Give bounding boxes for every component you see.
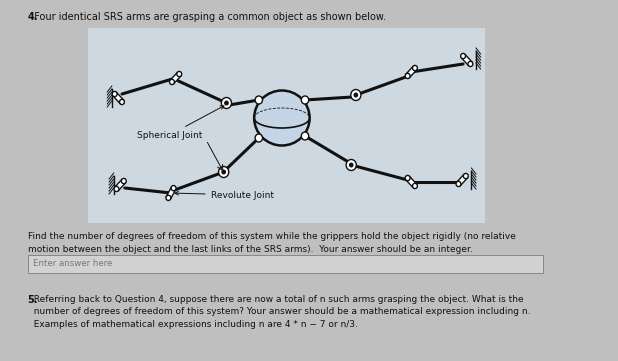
Circle shape: [460, 53, 465, 59]
Circle shape: [121, 178, 126, 184]
Circle shape: [354, 93, 358, 97]
Circle shape: [112, 91, 117, 97]
Circle shape: [302, 96, 309, 104]
Text: Find the number of degrees of freedom of this system while the grippers hold the: Find the number of degrees of freedom of…: [28, 232, 515, 253]
Text: Four identical SRS arms are grasping a common object as shown below.: Four identical SRS arms are grasping a c…: [28, 12, 386, 22]
Polygon shape: [406, 66, 417, 78]
Text: Referring back to Question 4, suppose there are now a total of n such arms grasp: Referring back to Question 4, suppose th…: [28, 295, 530, 329]
Text: Enter answer here: Enter answer here: [33, 260, 112, 269]
Circle shape: [221, 97, 232, 109]
Circle shape: [405, 73, 410, 79]
Circle shape: [302, 132, 309, 140]
Circle shape: [222, 170, 226, 174]
Circle shape: [225, 101, 228, 105]
Polygon shape: [166, 187, 176, 199]
Text: 4.: 4.: [28, 12, 38, 22]
Circle shape: [114, 186, 119, 192]
Circle shape: [349, 163, 353, 167]
Polygon shape: [115, 179, 125, 191]
Circle shape: [413, 65, 417, 71]
Circle shape: [255, 96, 263, 104]
FancyBboxPatch shape: [28, 255, 543, 273]
Circle shape: [219, 166, 229, 178]
Polygon shape: [406, 176, 417, 188]
Text: 5.: 5.: [28, 295, 38, 305]
Circle shape: [351, 90, 361, 100]
FancyBboxPatch shape: [88, 28, 485, 223]
Polygon shape: [113, 92, 124, 104]
Polygon shape: [462, 54, 472, 66]
Circle shape: [464, 173, 468, 179]
Ellipse shape: [254, 91, 310, 145]
Circle shape: [119, 99, 124, 105]
Polygon shape: [457, 174, 467, 186]
Circle shape: [468, 61, 473, 66]
Text: Spherical Joint: Spherical Joint: [137, 106, 224, 139]
Circle shape: [171, 186, 176, 191]
Polygon shape: [170, 72, 181, 84]
Circle shape: [456, 181, 461, 187]
Circle shape: [166, 195, 171, 200]
Text: Revolute Joint: Revolute Joint: [175, 191, 274, 200]
Circle shape: [177, 71, 182, 77]
Circle shape: [169, 79, 174, 84]
Circle shape: [255, 134, 263, 142]
Circle shape: [405, 175, 410, 180]
Circle shape: [413, 183, 417, 188]
Circle shape: [346, 160, 357, 170]
